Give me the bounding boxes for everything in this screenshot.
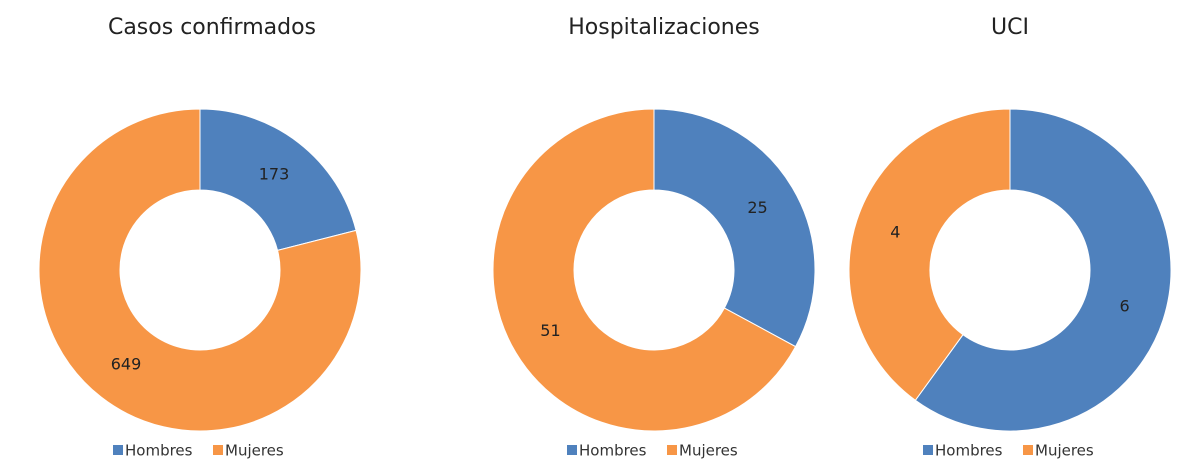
slice xyxy=(914,108,1172,432)
chart-title: Hospitalizaciones xyxy=(568,15,760,40)
data-label: 173 xyxy=(259,164,290,183)
legend-swatch xyxy=(667,445,677,455)
legend-swatch xyxy=(567,445,577,455)
data-label: 4 xyxy=(890,222,900,241)
chart-title: Casos confirmados xyxy=(108,15,316,40)
slice xyxy=(492,108,797,432)
data-label: 25 xyxy=(747,198,767,217)
data-label: 649 xyxy=(111,355,142,374)
legend-label: Mujeres xyxy=(225,442,284,460)
slice xyxy=(848,108,1011,401)
legend-swatch xyxy=(923,445,933,455)
legend-label: Mujeres xyxy=(1035,442,1094,460)
legend-label: Hombres xyxy=(579,442,647,460)
slice xyxy=(38,108,362,432)
legend-label: Mujeres xyxy=(679,442,738,460)
slice xyxy=(653,108,816,348)
chart-title: UCI xyxy=(991,15,1029,40)
legend-label: Hombres xyxy=(125,442,193,460)
legend-swatch xyxy=(213,445,223,455)
slice xyxy=(199,108,357,251)
data-label: 6 xyxy=(1120,297,1130,316)
legend-swatch xyxy=(113,445,123,455)
data-label: 51 xyxy=(540,321,560,340)
donut-chart: Casos confirmados 173 649 Hombres Mujeres xyxy=(38,15,362,460)
legend-label: Hombres xyxy=(935,442,1003,460)
legend-swatch xyxy=(1023,445,1033,455)
donut-chart: UCI 6 4 Hombres Mujeres xyxy=(848,15,1172,460)
donut-chart: Hospitalizaciones 25 51 Hombres Mujeres xyxy=(492,15,816,460)
